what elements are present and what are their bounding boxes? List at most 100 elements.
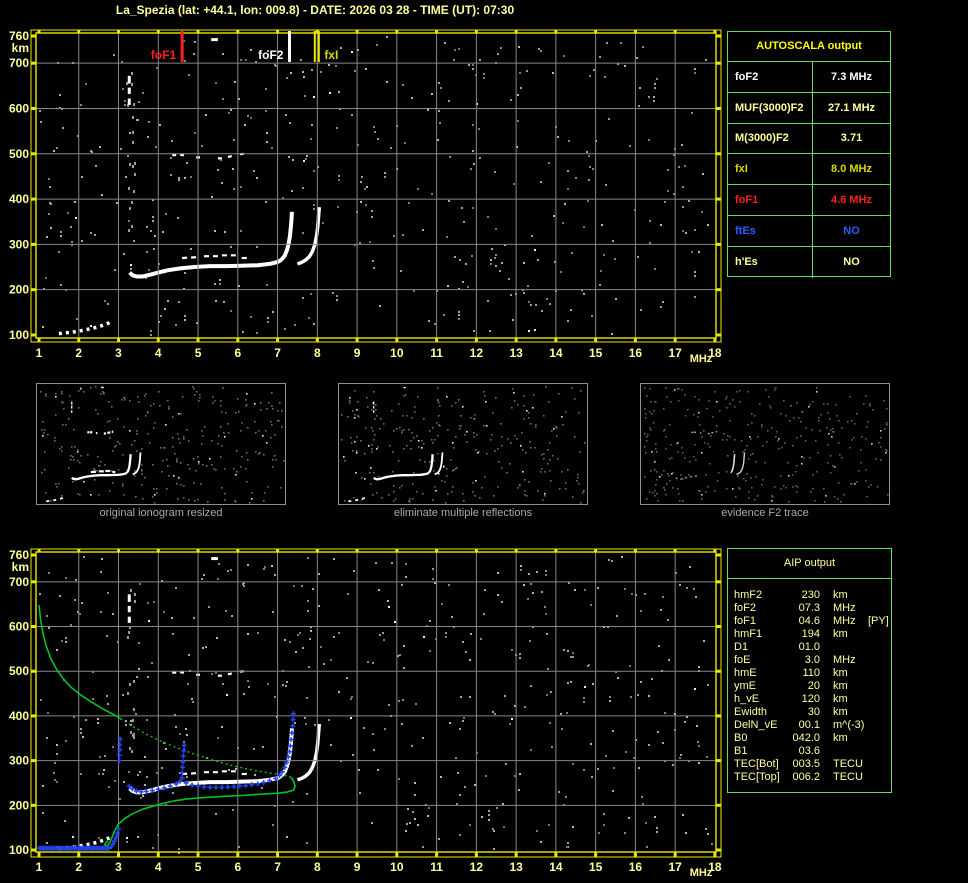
noise-dot xyxy=(460,696,462,698)
thumb-noise-dot xyxy=(355,472,357,474)
thumb-noise-dot xyxy=(685,415,687,417)
thumb-noise-dot xyxy=(671,457,673,459)
thumb-noise-dot xyxy=(759,403,761,405)
noise-dot xyxy=(158,321,160,323)
thumb-noise-dot xyxy=(668,475,670,477)
noise-dot xyxy=(597,587,599,589)
thumb-noise-dot xyxy=(814,500,816,502)
trace-high-echo xyxy=(227,154,237,159)
autoscala-param-label: foF1 xyxy=(728,185,813,215)
noise-dot xyxy=(148,269,150,271)
thumb-noise-dot xyxy=(172,416,174,418)
thumb-noise-dot xyxy=(95,386,97,388)
noise-dot xyxy=(48,572,50,574)
noise-dot xyxy=(422,229,424,231)
noise-dot xyxy=(67,212,69,214)
thumb-noise-dot xyxy=(176,461,178,463)
thumb-noise-dot xyxy=(644,476,646,478)
thumb-noise-dot xyxy=(796,402,798,404)
thumb-noise-dot xyxy=(117,418,119,420)
noise-dot xyxy=(434,582,436,584)
thumb-noise-dot xyxy=(123,397,125,399)
noise-dot xyxy=(458,48,460,50)
noise-dot xyxy=(42,326,44,328)
thumb-noise-dot xyxy=(494,450,496,452)
thumb-noise-dot xyxy=(352,450,354,452)
aip-param-value: 03.6 xyxy=(798,745,820,757)
thumb-noise-dot xyxy=(828,433,830,435)
aip-row-DelNvE: DelN_vE 00.1 m^(-3) xyxy=(734,719,891,732)
thumb-noise-dot xyxy=(358,416,360,418)
thumb-noise-dot xyxy=(78,390,80,392)
thumb-noise-dot xyxy=(224,436,226,438)
noise-dot xyxy=(386,36,388,38)
noise-dot xyxy=(488,819,490,821)
thumb-noise-dot xyxy=(863,403,865,405)
thumb-noise-dot xyxy=(45,492,47,494)
noise-dot xyxy=(672,764,674,766)
noise-dot xyxy=(250,316,252,318)
thumb-noise-dot xyxy=(445,502,447,504)
thumb-noise-dot xyxy=(871,443,873,445)
noise-dot xyxy=(487,216,489,218)
noise-dot xyxy=(649,242,651,244)
noise-dot xyxy=(337,206,339,208)
noise-dot xyxy=(183,40,185,42)
thumb-noise-dot xyxy=(202,464,204,466)
noise-dot xyxy=(365,68,367,70)
y-tick-label: 700 xyxy=(9,575,29,589)
noise-dot xyxy=(243,585,245,587)
thumb-noise-dot xyxy=(432,499,434,501)
foF1-marker-label: foF1 xyxy=(151,48,177,62)
noise-dot xyxy=(133,103,135,106)
noise-dot xyxy=(48,213,50,215)
thumb-noise-dot xyxy=(437,453,439,455)
thumb-noise-dot xyxy=(687,409,689,411)
noise-dot xyxy=(624,832,626,834)
noise-dot xyxy=(519,72,521,74)
x-tick-label: 15 xyxy=(589,346,603,360)
thumb-noise-dot xyxy=(559,488,561,490)
thumb-noise-dot xyxy=(495,397,497,399)
thumb-noise-dot xyxy=(769,405,771,407)
thumb-noise-dot xyxy=(473,436,475,438)
thumb-noise-dot xyxy=(419,459,421,461)
noise-dot xyxy=(494,257,496,259)
thumb-noise-dot xyxy=(119,443,121,445)
noise-dot xyxy=(154,235,156,237)
noise-dot xyxy=(417,188,419,190)
thumb-noise-dot xyxy=(580,502,582,504)
noise-dot xyxy=(654,83,656,85)
thumb-noise-dot xyxy=(677,488,679,490)
thumb-noise-dot xyxy=(839,454,841,456)
noise-dot xyxy=(434,323,436,325)
noise-dot xyxy=(633,757,635,759)
thumb-noise-dot xyxy=(651,451,653,453)
thumb-noise-dot xyxy=(780,475,782,477)
thumb-noise-dot xyxy=(267,486,269,488)
noise-dot xyxy=(202,647,204,649)
trace-f-band-texture xyxy=(149,258,283,277)
thumb-noise-dot xyxy=(249,502,251,504)
thumb-noise-dot xyxy=(816,471,818,473)
thumb-noise-dot xyxy=(42,421,44,423)
thumb-noise-dot xyxy=(748,491,750,493)
thumb-noise-dot xyxy=(748,458,750,460)
noise-dot xyxy=(256,332,258,334)
noise-dot xyxy=(190,176,192,178)
noise-dot xyxy=(403,645,405,647)
thumb-noise-dot xyxy=(762,479,764,481)
noise-dot xyxy=(172,792,174,794)
thumb-noise-dot xyxy=(152,464,154,466)
thumb-noise-dot xyxy=(351,442,353,444)
noise-dot xyxy=(363,727,365,729)
thumb-noise-dot xyxy=(395,498,397,500)
thumb-noise-dot xyxy=(259,452,261,454)
noise-dot xyxy=(165,748,167,750)
thumb-noise-dot xyxy=(90,387,92,389)
thumb-noise-dot xyxy=(438,402,440,404)
thumb-noise-dot xyxy=(833,431,835,433)
thumb-noise-dot xyxy=(460,425,462,427)
thumb-noise-dot xyxy=(456,467,458,469)
noise-dot xyxy=(116,202,118,204)
